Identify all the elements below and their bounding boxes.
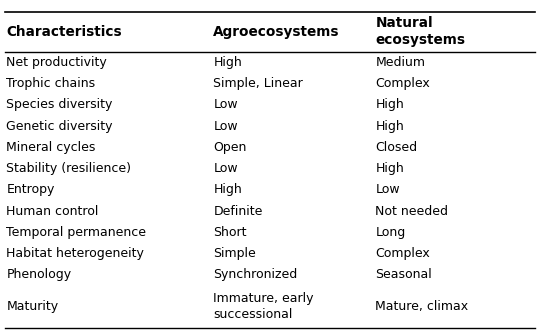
Text: Mineral cycles: Mineral cycles: [6, 141, 96, 154]
Text: Short: Short: [213, 226, 247, 239]
Text: Not needed: Not needed: [375, 205, 448, 218]
Text: High: High: [213, 183, 242, 196]
Text: High: High: [375, 99, 404, 111]
Text: Low: Low: [213, 120, 238, 133]
Text: Temporal permanence: Temporal permanence: [6, 226, 146, 239]
Text: Net productivity: Net productivity: [6, 56, 107, 69]
Text: Medium: Medium: [375, 56, 426, 69]
Text: Stability (resilience): Stability (resilience): [6, 162, 131, 175]
Text: Trophic chains: Trophic chains: [6, 77, 96, 90]
Text: Simple: Simple: [213, 247, 256, 260]
Text: Natural
ecosystems: Natural ecosystems: [375, 16, 465, 47]
Text: Simple, Linear: Simple, Linear: [213, 77, 303, 90]
Text: Mature, climax: Mature, climax: [375, 300, 468, 313]
Text: Synchronized: Synchronized: [213, 269, 298, 281]
Text: Genetic diversity: Genetic diversity: [6, 120, 113, 133]
Text: Low: Low: [375, 183, 400, 196]
Text: Complex: Complex: [375, 247, 430, 260]
Text: Entropy: Entropy: [6, 183, 55, 196]
Text: Characteristics: Characteristics: [6, 25, 122, 39]
Text: Agroecosystems: Agroecosystems: [213, 25, 340, 39]
Text: High: High: [213, 56, 242, 69]
Text: Species diversity: Species diversity: [6, 99, 113, 111]
Text: Maturity: Maturity: [6, 300, 59, 313]
Text: Long: Long: [375, 226, 406, 239]
Text: Habitat heterogeneity: Habitat heterogeneity: [6, 247, 144, 260]
Text: Phenology: Phenology: [6, 269, 72, 281]
Text: Low: Low: [213, 162, 238, 175]
Text: Definite: Definite: [213, 205, 262, 218]
Text: Seasonal: Seasonal: [375, 269, 432, 281]
Text: High: High: [375, 120, 404, 133]
Text: Low: Low: [213, 99, 238, 111]
Text: Closed: Closed: [375, 141, 417, 154]
Text: Immature, early
successional: Immature, early successional: [213, 292, 314, 321]
Text: Complex: Complex: [375, 77, 430, 90]
Text: High: High: [375, 162, 404, 175]
Text: Human control: Human control: [6, 205, 99, 218]
Text: Open: Open: [213, 141, 247, 154]
